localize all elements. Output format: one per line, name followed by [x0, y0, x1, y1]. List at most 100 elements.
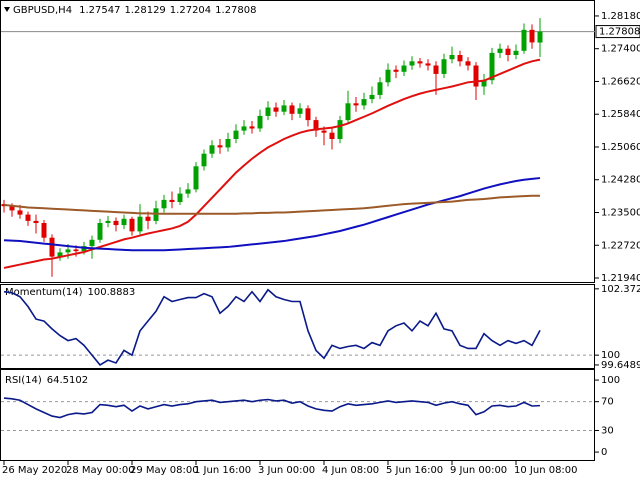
- x-tick-label: 26 May 2020: [2, 465, 67, 476]
- y-tick-label: 1.28180: [601, 11, 640, 22]
- y-tick-label: 1.26620: [601, 76, 640, 87]
- candle-body: [417, 61, 423, 64]
- collapse-arrow[interactable]: [4, 7, 10, 12]
- candle-body: [169, 199, 175, 202]
- indicator-line: [3, 397, 541, 419]
- rsi-title: RSI(14): [5, 375, 42, 386]
- candle-body: [505, 48, 511, 56]
- candle-body: [41, 222, 47, 238]
- candle-body: [385, 69, 391, 83]
- rsi-value: 64.5102: [47, 375, 88, 386]
- candle-body: [49, 237, 55, 257]
- candle-body: [145, 216, 151, 221]
- candle-body: [177, 193, 183, 202]
- main-pane: [0, 0, 595, 283]
- close-value: 1.27808: [215, 5, 256, 16]
- momentum-title: Momentum(14): [5, 287, 83, 298]
- y-tick-label: 1.25060: [601, 142, 640, 153]
- y-tick-label: 102.3728: [601, 284, 640, 295]
- y-tick-label: 0: [601, 447, 607, 458]
- candle-body: [249, 126, 255, 129]
- candle-body: [433, 65, 439, 74]
- candle-body: [361, 99, 367, 106]
- indicator-line: [3, 194, 540, 215]
- momentum-pane: [0, 284, 595, 369]
- candle-body: [425, 63, 431, 66]
- candle-body: [481, 80, 487, 87]
- candle-body: [201, 153, 207, 167]
- y-tick-label: 30: [601, 425, 614, 436]
- low-value: 1.27204: [170, 5, 211, 16]
- candle-body: [297, 108, 303, 114]
- candle-body: [25, 214, 31, 221]
- candle-body: [193, 166, 199, 190]
- candle-body: [529, 29, 535, 43]
- candle-body: [97, 222, 103, 240]
- candle-body: [209, 145, 215, 154]
- x-tick-label: 28 May 00:00: [66, 465, 135, 476]
- candle-body: [129, 218, 135, 232]
- candle-body: [305, 108, 311, 121]
- y-tick-label: 100: [601, 350, 620, 361]
- candle-body: [113, 220, 119, 226]
- candle-body: [89, 239, 95, 247]
- candle-body: [449, 55, 455, 60]
- y-tick-label: 1.27400: [601, 44, 640, 55]
- candle-body: [9, 206, 15, 211]
- candle-body: [489, 52, 495, 81]
- candle-body: [281, 105, 287, 112]
- high-value: 1.28129: [124, 5, 165, 16]
- y-tick-label: 1.23500: [601, 207, 640, 218]
- rsi-header: RSI(14) 64.5102: [5, 375, 88, 386]
- rsi-pane: [0, 369, 595, 461]
- candle-body: [321, 130, 327, 133]
- candle-body: [289, 105, 295, 114]
- candle-body: [105, 220, 111, 223]
- y-tick-label: 1.25840: [601, 109, 640, 120]
- candle-body: [537, 31, 543, 43]
- candle-body: [329, 132, 335, 140]
- candle-body: [401, 65, 407, 72]
- x-tick-label: 29 May 08:00: [130, 465, 199, 476]
- candle-body: [241, 126, 247, 131]
- candle-body: [441, 59, 447, 74]
- candle-body: [369, 94, 375, 100]
- x-tick-label: 1 Jun 16:00: [194, 465, 251, 476]
- x-tick-label: 5 Jun 16:00: [386, 465, 443, 476]
- candle-body: [345, 103, 351, 121]
- candle-body: [353, 103, 359, 106]
- candle-body: [137, 216, 143, 232]
- candle-body: [497, 48, 503, 53]
- y-tick-label: 100: [601, 375, 620, 386]
- candle-body: [521, 29, 527, 51]
- candle-body: [233, 130, 239, 140]
- candle-body: [185, 189, 191, 194]
- y-tick-label: 1.22720: [601, 240, 640, 251]
- header: GBPUSD,H4 1.27547 1.28129 1.27204 1.27808: [13, 5, 257, 16]
- candle-body: [409, 61, 415, 66]
- candle-body: [17, 210, 23, 215]
- y-tick-label: 1.21940: [601, 273, 640, 284]
- x-tick-label: 4 Jun 08:00: [322, 465, 379, 476]
- candle-body: [313, 120, 319, 131]
- x-tick-label: 3 Jun 00:00: [258, 465, 315, 476]
- momentum-value: 100.8883: [88, 287, 136, 298]
- candle-body: [217, 145, 223, 148]
- y-tick-label: 1.24280: [601, 175, 640, 186]
- candle-body: [33, 220, 39, 223]
- candle-body: [57, 252, 63, 257]
- candle-body: [377, 82, 383, 95]
- open-value: 1.27547: [79, 5, 120, 16]
- candle-body: [473, 65, 479, 87]
- candle-body: [257, 115, 263, 129]
- candle-body: [393, 69, 399, 72]
- x-tick-label: 9 Jun 00:00: [450, 465, 507, 476]
- candle-body: [161, 199, 167, 209]
- candle-body: [65, 249, 71, 253]
- x-tick-label: 10 Jun 08:00: [514, 465, 578, 476]
- y-tick-label: 99.6489: [601, 360, 640, 371]
- current-price-label: 1.27808: [599, 27, 640, 38]
- candle-body: [73, 249, 79, 252]
